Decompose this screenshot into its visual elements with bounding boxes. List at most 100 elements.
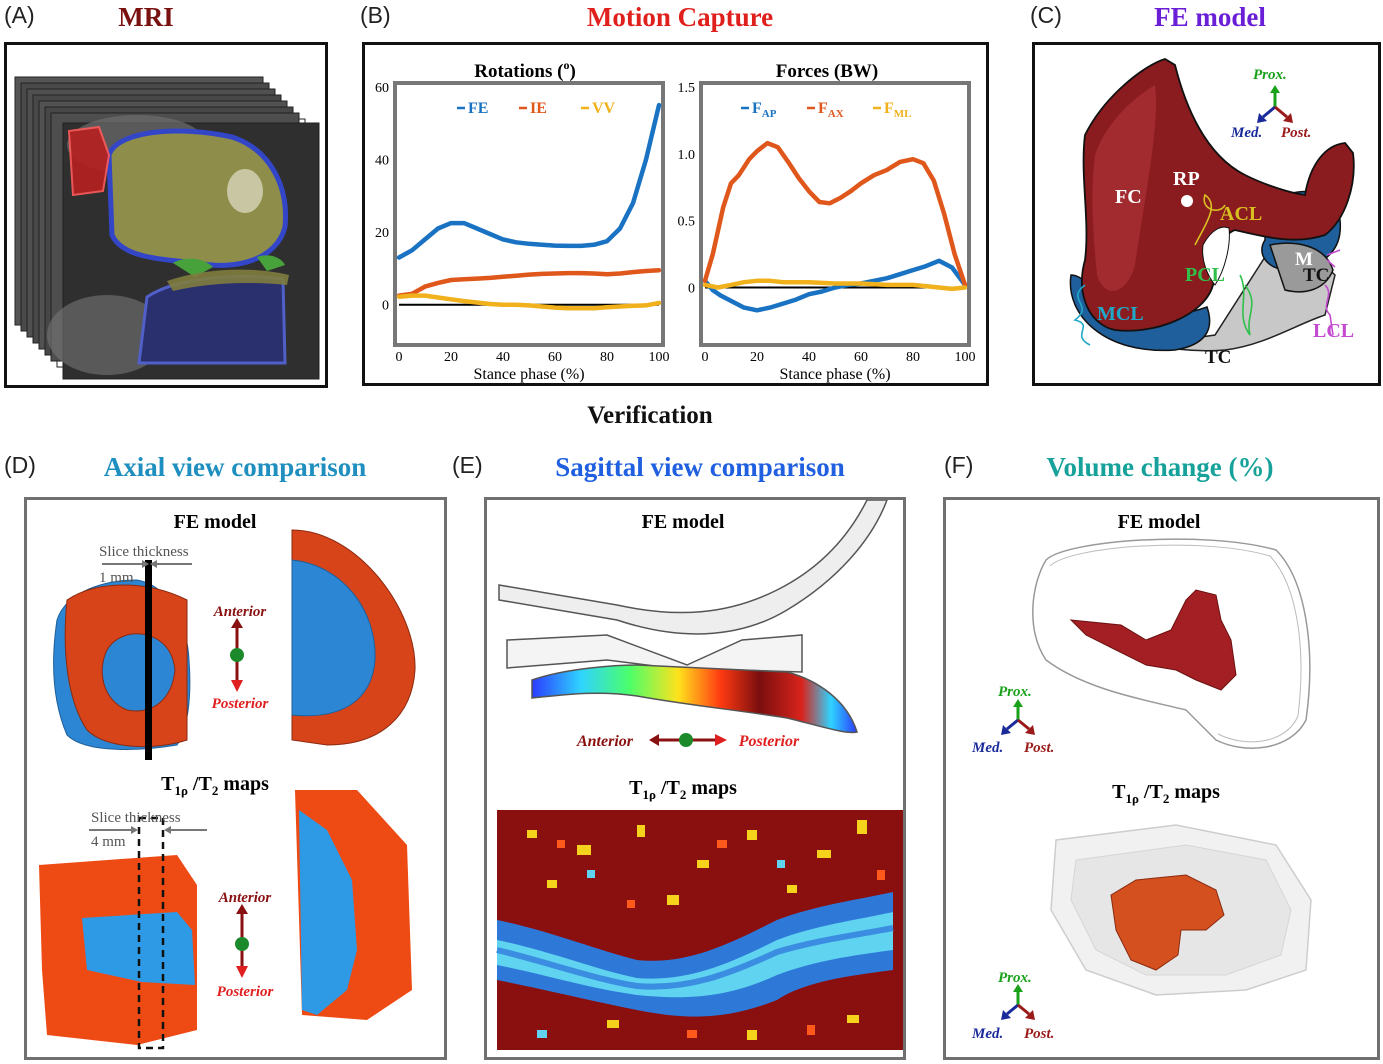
pcl-ligament — [1239, 274, 1253, 336]
x-tick-label: 0 — [702, 350, 709, 365]
rotations-xlabel: Stance phase (%) — [473, 366, 584, 383]
d-fe-title: FE model — [174, 511, 257, 533]
series-line-ie — [396, 267, 662, 298]
e-femoral-cartilage — [498, 499, 889, 635]
e-anterior-label: Anterior — [576, 733, 634, 750]
tc-label-lateral: TC — [1303, 265, 1329, 286]
fc-label: FC — [1115, 186, 1142, 208]
lcl-label: LCL — [1313, 320, 1354, 342]
panel-d-label: (D) — [4, 452, 36, 478]
forces-xlabel: Stance phase (%) — [779, 366, 890, 383]
x-tick-label: 80 — [600, 350, 614, 365]
f-post-label-1: Post. — [1024, 740, 1054, 756]
axis-triad-c: Prox. Med. Post. — [1230, 67, 1311, 141]
d-posterior-label-1: Posterior — [212, 696, 269, 712]
tc-label-medial: TC — [1205, 347, 1231, 368]
d-ant-post-arrow-1: Anterior Posterior — [212, 604, 269, 712]
panel-e-frame: FE model Anterior Posteri — [484, 497, 906, 1060]
legend-label: FML — [884, 100, 912, 120]
x-tick-label: 40 — [496, 350, 510, 365]
d-slice-label-2: Slice thickness — [91, 810, 181, 826]
rotations-title: Rotations (o) — [474, 58, 576, 82]
y-tick-label: 40 — [375, 154, 389, 169]
post-label-c: Post. — [1281, 125, 1311, 141]
x-tick-label: 40 — [802, 350, 816, 365]
panel-d-title: Axial view comparison — [103, 452, 367, 482]
panel-f-label: (F) — [944, 452, 974, 478]
f-med-label-1: Med. — [971, 740, 1003, 756]
e-posterior-label: Posterior — [738, 733, 800, 750]
e-fe-title: FE model — [642, 511, 725, 533]
panel-a-title: MRI — [118, 2, 174, 32]
f-fe-outline — [1032, 538, 1311, 749]
volume-change: FE model Prox. Med. Post. T1ρ /T2 maps P… — [971, 511, 1312, 1042]
y-tick-label: 0.5 — [678, 215, 696, 230]
legend-label: IE — [530, 100, 547, 117]
series-line-ap — [702, 258, 968, 313]
acl-label: ACL — [1220, 203, 1262, 225]
pcl-label: PCL — [1185, 264, 1225, 286]
y-tick-label: 60 — [375, 81, 389, 96]
panel-b-frame: Rotations (o) 0 20 40 60 80 100 0 20 40 60 FE IE VV… — [362, 42, 989, 386]
prox-label-c: Prox. — [1253, 67, 1287, 83]
d-anterior-label-2: Anterior — [218, 890, 272, 906]
y-tick-label: 0 — [382, 299, 389, 314]
rp-marker — [1181, 195, 1193, 207]
x-tick-label: 100 — [649, 350, 670, 365]
d-slice-box — [137, 816, 165, 1050]
mcl-ligament — [1073, 284, 1091, 346]
acl-ligament — [1194, 193, 1226, 246]
f-prox-label-1: Prox. — [998, 684, 1032, 700]
x-tick-label: 0 — [396, 350, 403, 365]
f-maps-volume-red — [1110, 874, 1225, 971]
d-slice-label-1: Slice thickness — [99, 544, 189, 560]
panel-a-frame — [4, 42, 328, 388]
series-line-ml — [702, 278, 968, 292]
mcl-label: MCL — [1097, 303, 1144, 325]
x-tick-label: 100 — [955, 350, 976, 365]
legend-label: VV — [592, 100, 616, 117]
panel-b-title: Motion Capture — [586, 2, 774, 32]
d-mm-label-2: 4 mm — [91, 834, 126, 850]
legend-label: FAX — [818, 100, 844, 120]
lcl-ligament — [1324, 284, 1334, 336]
f-fe-volume-red — [1069, 589, 1237, 691]
e-maps-title: T1ρ /T2 maps — [629, 777, 737, 802]
y-tick-label: 0 — [688, 282, 695, 297]
rp-label: RP — [1173, 168, 1200, 190]
legend-label: FAP — [752, 100, 777, 120]
mri-slice-stack — [14, 76, 320, 380]
motion-capture-charts: Rotations (o) 0 20 40 60 80 100 0 20 40 60 FE IE VV… — [375, 58, 976, 383]
axis-triad-f2: Prox. Med. Post. — [971, 970, 1054, 1042]
x-tick-label: 60 — [548, 350, 562, 365]
panel-c-frame: FC RP ACL PCL MCL LCL M TC TC Prox. Med.… — [1032, 42, 1381, 386]
rotations-chart: Rotations (o) 0 20 40 60 80 100 0 20 40 60 FE IE VV… — [375, 58, 670, 383]
lateral-tibial-cartilage — [1269, 242, 1334, 293]
f-med-label-2: Med. — [971, 1026, 1003, 1042]
fe-knee-model: FC RP ACL PCL MCL LCL M TC TC Prox. Med.… — [1069, 58, 1355, 368]
d-ant-post-arrow-2: Anterior Posterior — [217, 890, 274, 1000]
x-tick-label: 20 — [750, 350, 764, 365]
x-tick-label: 80 — [906, 350, 920, 365]
e-meniscus-map — [531, 664, 858, 734]
panel-e-label: (E) — [452, 452, 483, 478]
forces-chart: Forces (BW) 0 20 40 60 80 100 0 0.5 1.0 1.5 FAP FA… — [678, 61, 976, 383]
d-slice-line — [145, 560, 152, 760]
y-tick-label: 20 — [375, 226, 389, 241]
d-mm-label-1: 1 mm — [99, 570, 134, 586]
y-tick-label: 1.5 — [678, 81, 696, 96]
e-ant-post-arrow: Anterior Posterior — [576, 733, 800, 750]
panel-a-label: (A) — [4, 2, 35, 28]
panel-f-frame: FE model Prox. Med. Post. T1ρ /T2 maps P… — [943, 497, 1380, 1060]
d-fe-meniscus-red — [64, 584, 188, 747]
panel-b-label: (B) — [360, 2, 391, 28]
sagittal-comparison: FE model Anterior Posteri — [496, 499, 903, 1050]
forces-plot-frame — [699, 81, 971, 347]
rotations-plot-frame — [393, 81, 665, 347]
x-tick-label: 20 — [444, 350, 458, 365]
f-maps-title: T1ρ /T2 maps — [1112, 781, 1220, 806]
panel-c-label: (C) — [1030, 2, 1062, 28]
forces-title: Forces (BW) — [776, 61, 879, 82]
m-label: M — [1295, 249, 1313, 270]
f-prox-label-2: Prox. — [998, 970, 1032, 986]
